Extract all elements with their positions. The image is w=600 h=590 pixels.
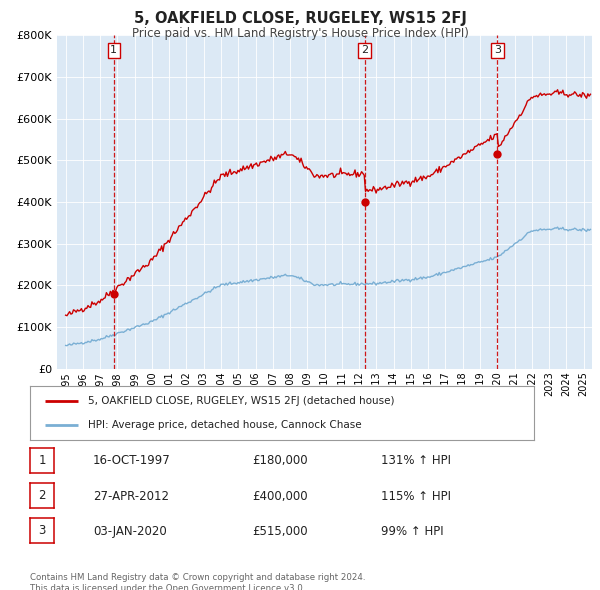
Text: 03-JAN-2020: 03-JAN-2020 xyxy=(93,525,167,538)
Text: Contains HM Land Registry data © Crown copyright and database right 2024.: Contains HM Land Registry data © Crown c… xyxy=(30,573,365,582)
Text: 5, OAKFIELD CLOSE, RUGELEY, WS15 2FJ (detached house): 5, OAKFIELD CLOSE, RUGELEY, WS15 2FJ (de… xyxy=(88,396,394,406)
Text: 99% ↑ HPI: 99% ↑ HPI xyxy=(381,525,443,538)
Text: 115% ↑ HPI: 115% ↑ HPI xyxy=(381,490,451,503)
Text: £515,000: £515,000 xyxy=(252,525,308,538)
Text: 1: 1 xyxy=(110,45,118,55)
Text: £400,000: £400,000 xyxy=(252,490,308,503)
Text: HPI: Average price, detached house, Cannock Chase: HPI: Average price, detached house, Cann… xyxy=(88,420,362,430)
Text: 16-OCT-1997: 16-OCT-1997 xyxy=(93,454,171,467)
Text: 131% ↑ HPI: 131% ↑ HPI xyxy=(381,454,451,467)
Text: 3: 3 xyxy=(38,525,46,537)
Text: Price paid vs. HM Land Registry's House Price Index (HPI): Price paid vs. HM Land Registry's House … xyxy=(131,27,469,40)
Text: 1: 1 xyxy=(38,454,46,467)
Text: 2: 2 xyxy=(361,45,368,55)
Text: 3: 3 xyxy=(494,45,501,55)
Text: This data is licensed under the Open Government Licence v3.0.: This data is licensed under the Open Gov… xyxy=(30,584,305,590)
Text: £180,000: £180,000 xyxy=(252,454,308,467)
Text: 5, OAKFIELD CLOSE, RUGELEY, WS15 2FJ: 5, OAKFIELD CLOSE, RUGELEY, WS15 2FJ xyxy=(134,11,466,25)
Text: 2: 2 xyxy=(38,489,46,502)
Text: 27-APR-2012: 27-APR-2012 xyxy=(93,490,169,503)
